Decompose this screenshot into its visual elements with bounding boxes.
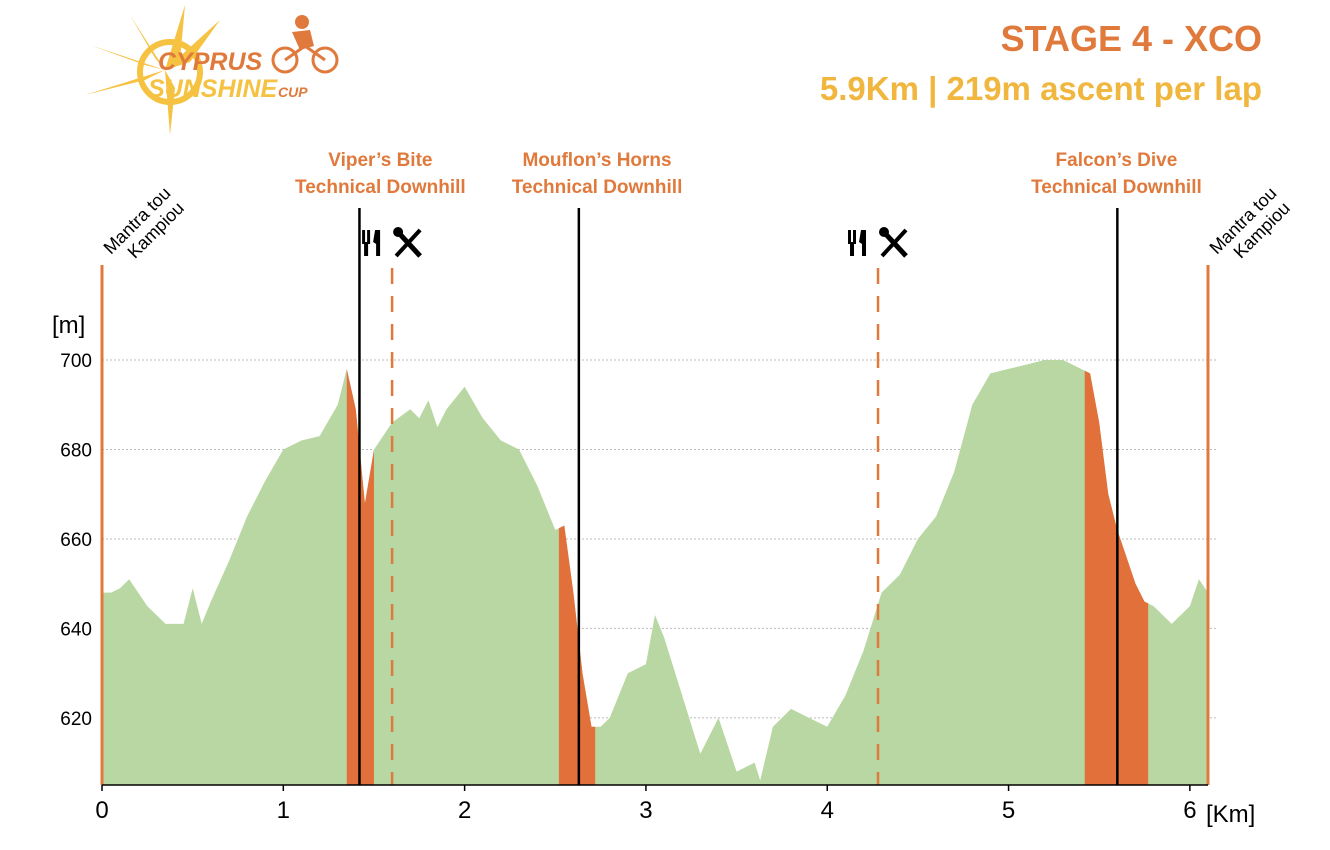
screwdriver-bar <box>880 228 908 258</box>
x-tick-label: 5 <box>1002 797 1015 824</box>
knife-shape <box>373 230 381 256</box>
logo-line3: CUP <box>278 84 308 100</box>
x-axis-label: [Km] <box>1206 801 1255 828</box>
feed-tech-zone-icons <box>362 227 422 258</box>
fork-tine <box>848 230 852 244</box>
downhill-label-2: Technical Downhill <box>512 177 683 198</box>
wrench-head <box>879 227 890 237</box>
wrench-screwdriver-icon <box>393 227 422 258</box>
x-tick-label: 4 <box>821 797 834 824</box>
knife-shape <box>859 230 867 256</box>
sun-logo-icon: CYPRUS SUNSHINE CUP <box>85 5 339 135</box>
fork-knife-icon <box>362 230 381 256</box>
downhill-name-3: Falcon’s Dive <box>1056 150 1178 171</box>
downhill-segment-2 <box>558 525 596 785</box>
y-tick-label: 620 <box>60 709 92 730</box>
stage-title: STAGE 4 - XCO <box>1000 18 1262 59</box>
downhill-name-1: Viper’s Bite <box>328 150 432 171</box>
y-axis-label: [m] <box>52 312 85 339</box>
fork-tine <box>853 230 857 244</box>
wrench-screwdriver-icon <box>879 227 908 258</box>
screwdriver-bar <box>394 228 422 258</box>
wrench-head <box>393 227 404 237</box>
downhill-label-1: Technical Downhill <box>295 177 466 198</box>
logo-line2: SUNSHINE <box>148 75 279 103</box>
fork-handle <box>364 242 369 256</box>
downhill-label-3: Technical Downhill <box>1031 177 1202 198</box>
fork-tine <box>367 230 371 244</box>
fork-knife-icon <box>848 230 867 256</box>
stage-subtitle: 5.9Km | 219m ascent per lap <box>819 70 1262 107</box>
logo-line1: CYPRUS <box>158 48 263 76</box>
downhill-name-2: Mouflon’s Horns <box>522 150 671 171</box>
x-tick-label: 2 <box>458 797 471 824</box>
fork-handle <box>850 242 855 256</box>
x-tick-label: 1 <box>277 797 290 824</box>
y-tick-label: 700 <box>60 351 92 372</box>
cyprus-sunshine-cup-logo: CYPRUS SUNSHINE CUP <box>70 0 360 135</box>
y-tick-label: 680 <box>60 440 92 461</box>
cyclist-icon <box>271 15 339 74</box>
y-tick-label: 660 <box>60 530 92 551</box>
x-tick-label: 3 <box>639 797 652 824</box>
x-tick-label: 0 <box>95 797 108 824</box>
fork-tine <box>362 230 366 244</box>
elevation-area <box>102 360 1208 785</box>
feed-tech-zone-icons <box>848 227 908 258</box>
y-tick-label: 640 <box>60 619 92 640</box>
x-tick-label: 6 <box>1183 797 1196 824</box>
